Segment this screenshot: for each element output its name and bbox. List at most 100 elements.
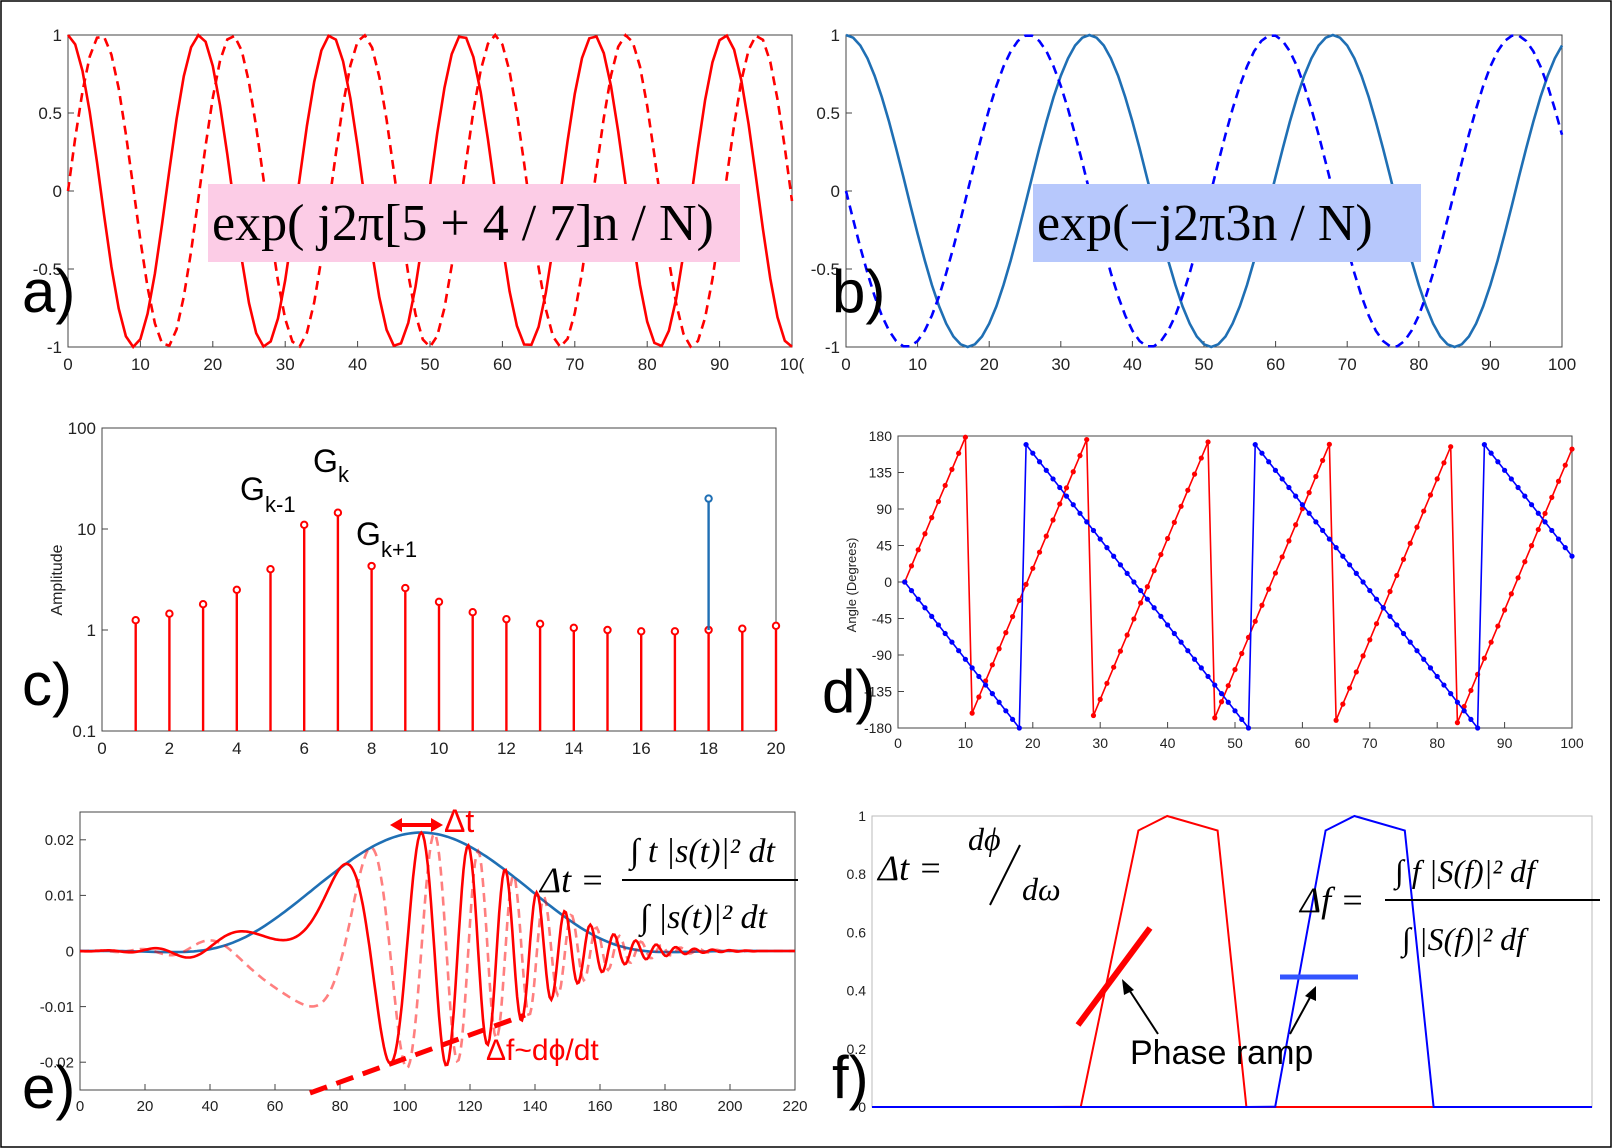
panel-label-e: e) (22, 1054, 75, 1121)
panel-c-xtick-label: 18 (699, 739, 718, 758)
panel-c-gk-label: G k (313, 443, 350, 487)
panel-e-dt-label: Δt (444, 803, 474, 839)
panel-label-c: c) (22, 651, 72, 718)
panel-d-ytick-label: 0 (884, 574, 892, 590)
panel-c-axes: 0 2 4 6 8 10 12 14 16 18 20 0.1 1 10 100 Amplitude (49, 419, 785, 758)
dt-arrow-left-head (390, 818, 402, 832)
panel-b-ytick-label: -1 (825, 338, 840, 357)
panel-c-gkp1-label: G k+1 (356, 516, 417, 562)
panel-c-xtick-label: 12 (497, 739, 516, 758)
panel-f-dt-num: dϕ (968, 821, 1001, 857)
panel-d-ytick-label: 45 (876, 537, 892, 553)
panel-b-ytick-label: -0.5 (811, 260, 840, 279)
panel-e-ytick-label: 0.02 (45, 832, 74, 849)
panel-a-xtick-label: 30 (276, 355, 295, 374)
panel-f-df-den: ∫ |S(f)|² df (1400, 921, 1529, 959)
panel-c-ytick-label: 10 (77, 520, 96, 539)
panel-d-axes: 0 10 20 30 40 50 60 70 80 90 100 -180 -135 -90 -45 0 45 9… (844, 428, 1584, 751)
panel-d-ytick-label: 90 (876, 501, 892, 517)
panel-c-red-stem-marker (569, 623, 578, 633)
panel-c-ytick-label: 1 (87, 621, 96, 640)
panel-a-formula-bg (208, 184, 740, 262)
panel-b-xtick-label: 30 (1051, 355, 1070, 374)
panel-c-xtick-label: 0 (97, 739, 106, 758)
panel-a-xtick-label: 90 (710, 355, 729, 374)
panel-e-chirp-real-line (79, 830, 795, 1067)
panel-d-xtick-label: 20 (1025, 735, 1041, 751)
panel-c-xtick-label: 10 (430, 739, 449, 758)
panel-a-formula: exp( j2π[5 + 4 / 7]n / N) (212, 195, 714, 252)
panel-a-imag-line (66, 32, 794, 350)
panel-d-xtick-label: 10 (958, 735, 974, 751)
panel-e-axes: 0 20 40 60 80 100 120 140 160 180 200 220 -0.02 -0.01… (40, 811, 808, 1115)
panel-b-formula: exp(−j2π3n / N) (1037, 195, 1373, 252)
panel-e-ytick-label: 0 (66, 943, 74, 960)
panel-d-ytick-label: 180 (869, 428, 893, 444)
panel-c-red-stem-marker (367, 561, 376, 571)
panel-b-real-line (845, 33, 1564, 349)
panel-c-red-stem-marker (333, 508, 343, 517)
panel-a-xtick-label: 10 (131, 355, 150, 374)
panel-d-ytick-label: -45 (872, 610, 892, 626)
panel-c-red-stem-marker (535, 619, 545, 629)
panel-c-red-stem-marker (401, 583, 410, 593)
panel-d-line-1 (904, 442, 1573, 731)
panel-f-dt-slash (989, 844, 1021, 906)
panel-e-xtick-label: 80 (332, 1098, 349, 1115)
panel-f-arrow-red (1125, 984, 1159, 1035)
panel-c-xtick-label: 14 (564, 739, 583, 758)
panel-f-blue-peak-line (872, 814, 1592, 1108)
panel-b-xtick-label: 70 (1338, 355, 1357, 374)
panel-a-ytick-label: -1 (47, 338, 62, 357)
panel-e-xtick-label: 20 (137, 1098, 154, 1115)
panel-c-red-stem-marker (232, 585, 242, 595)
panel-c-red-stem-marker (131, 616, 140, 625)
panel-a-xtick-label: 10( (780, 355, 805, 374)
panel-e-xtick-label: 100 (392, 1098, 417, 1115)
panel-e-xtick-label: 40 (202, 1098, 219, 1115)
panel-b-xtick-label: 60 (1266, 355, 1285, 374)
panel-e-formula-lhs: Δt = (538, 860, 604, 900)
panel-b-xtick-label: 50 (1195, 355, 1214, 374)
panel-d-ytick-label: -90 (872, 647, 892, 663)
gkm1-main: G (240, 471, 265, 507)
panel-e-formula-num: ∫ t |s(t)|² dt (628, 833, 776, 872)
panel-f-arrow-red-head (1122, 979, 1134, 995)
panel-a-axes: 0 10 20 30 40 50 60 70 80 90 10(-1 -0.5 0 0.5 1 (33, 26, 805, 374)
panel-c-xtick-label: 20 (767, 739, 786, 758)
panel-c-red-stem-marker (738, 624, 747, 633)
panel-b-xtick-label: 100 (1548, 355, 1576, 374)
panel-b-xtick-label: 0 (841, 355, 850, 374)
panel-d-xtick-label: 100 (1560, 735, 1584, 751)
gkm1-sub: k-1 (265, 492, 296, 517)
panel-c-red-stem-marker (266, 564, 275, 574)
panel-f-ytick-label: 0.4 (847, 983, 867, 999)
panel-c-gkm1-label: G k-1 (240, 471, 296, 517)
panel-d-ytick-label: -135 (864, 683, 892, 699)
panel-d-xtick-label: 60 (1295, 735, 1311, 751)
panel-b-ytick-label: 1 (831, 26, 840, 45)
panel-d-xtick-label: 0 (894, 735, 902, 751)
panel-c-red-stem-marker (502, 614, 511, 624)
panel-c-red-stem-marker (670, 627, 680, 636)
panel-e-chirp-imag-line (80, 831, 795, 1070)
panel-c-xtick-label: 2 (165, 739, 174, 758)
panel-d-xtick-label: 70 (1362, 735, 1378, 751)
panel-label-d: d) (822, 658, 875, 725)
panel-a-xtick-label: 0 (63, 355, 72, 374)
panel-a-ytick-label: 0 (53, 182, 62, 201)
panel-a-ytick-label: 1 (53, 26, 62, 45)
panel-e-chirp-imag-group (80, 831, 795, 1070)
panel-e-formula-den: ∫ |s(t)|² dt (638, 899, 769, 938)
panel-b-imag-line (844, 34, 1564, 348)
panel-b-ytick-label: 0 (831, 182, 840, 201)
panel-c-xtick-label: 16 (632, 739, 651, 758)
panel-label-a: a) (22, 258, 75, 325)
panel-d-xtick-label: 90 (1497, 735, 1513, 751)
panel-d-xtick-label: 30 (1092, 735, 1108, 751)
panel-b-ytick-label: 0.5 (816, 104, 840, 123)
panel-d-ytick-label: 135 (869, 464, 893, 480)
panel-c-red-stem-marker (198, 600, 208, 609)
panel-e-ytick-label: 0.01 (45, 888, 74, 905)
